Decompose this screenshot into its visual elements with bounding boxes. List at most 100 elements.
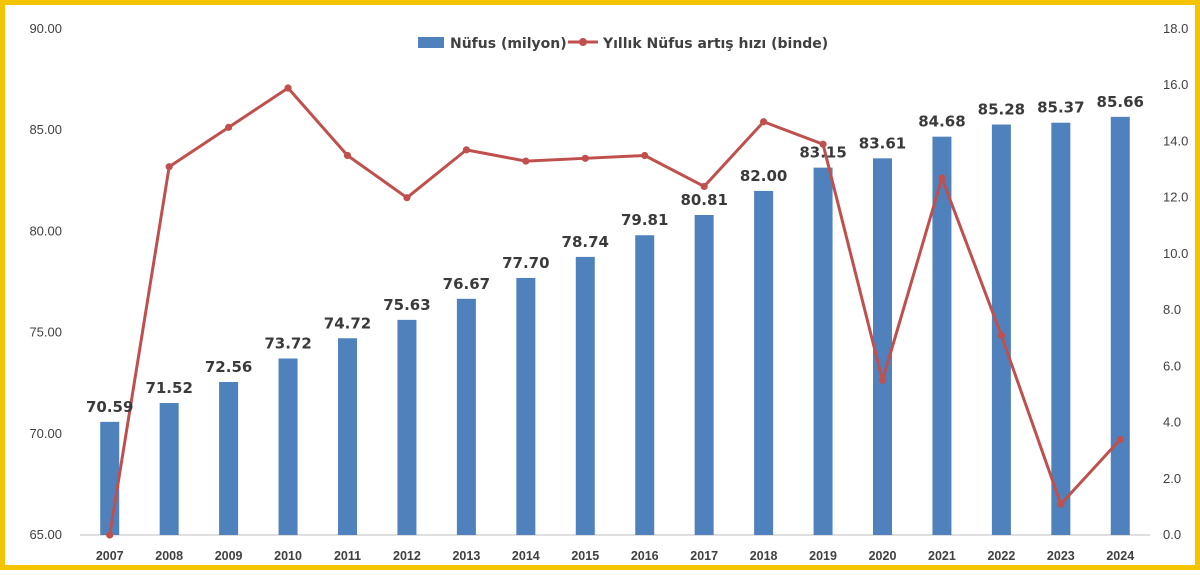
x-tick-label: 2010 [274, 549, 302, 563]
line-point [700, 182, 708, 191]
legend-bar-swatch [418, 37, 444, 48]
y-left-tick-label: 65.00 [29, 527, 62, 542]
bar [1110, 116, 1130, 535]
bar [338, 338, 357, 535]
x-tick-label: 2022 [987, 549, 1015, 563]
y-right-tick-label: 4.0 [1163, 415, 1181, 430]
bar [100, 421, 120, 535]
line-point [106, 531, 114, 539]
bar-data-label: 73.72 [264, 335, 311, 353]
line-point [462, 146, 470, 154]
line-point [165, 163, 173, 171]
line-point [760, 118, 768, 126]
x-tick-label: 2009 [215, 549, 243, 563]
x-tick-label: 2020 [869, 549, 897, 563]
x-tick-label: 2013 [452, 549, 480, 563]
bar-data-label: 75.63 [383, 296, 430, 314]
bar-data-label: 71.52 [145, 379, 192, 397]
x-tick-label: 2014 [512, 549, 540, 563]
bar-data-label: 85.66 [1097, 93, 1144, 111]
bar-data-label: 82.00 [740, 167, 787, 185]
bar [694, 215, 714, 535]
x-tick-label: 2011 [334, 549, 361, 563]
legend-label-bars: Nüfus (milyon) [450, 36, 567, 52]
axes: 65.00 70.00 75.00 80.00 85.00 90.00 0.0 2.0 4.0 6… [29, 21, 1188, 563]
line-point [1116, 435, 1124, 444]
y-right-tick-label: 16.0 [1163, 77, 1188, 92]
x-tick-label: 2017 [690, 549, 718, 563]
x-tick-label: 2023 [1047, 549, 1075, 563]
bar-data-label: 78.74 [562, 233, 609, 251]
bar-data-label: 77.70 [502, 254, 549, 272]
x-tick-label: 2008 [155, 549, 183, 563]
line-point [641, 151, 649, 160]
bar [754, 190, 774, 536]
line-point [581, 154, 589, 162]
bar-data-label: 74.72 [324, 314, 371, 332]
line-point [878, 376, 887, 384]
bar-series [100, 116, 1130, 536]
x-tick-label: 2021 [928, 549, 956, 563]
line-point [997, 331, 1005, 340]
bar [219, 381, 239, 535]
line-point [819, 140, 827, 148]
bar [516, 277, 536, 535]
y-left-tick-label: 70.00 [29, 426, 62, 441]
bar-data-label: 80.81 [680, 191, 727, 209]
bar [873, 158, 892, 535]
y-right-tick-label: 6.0 [1163, 358, 1181, 373]
y-right-tick-label: 10.0 [1163, 246, 1188, 261]
x-tick-label: 2019 [809, 549, 837, 563]
bar [932, 136, 952, 535]
line-point [225, 123, 233, 131]
line-point [284, 84, 292, 92]
legend: Nüfus (milyon) Yıllık Nüfus artış hızı (… [418, 36, 828, 52]
x-tick-label: 2007 [96, 549, 124, 563]
line-path [108, 86, 1122, 536]
y-right-tick-label: 14.0 [1163, 133, 1188, 148]
bar-data-label: 83.15 [799, 144, 846, 162]
bar [456, 298, 476, 535]
bar [991, 124, 1011, 535]
x-tick-label: 2015 [571, 549, 599, 563]
y-right-tick-label: 2.0 [1163, 471, 1181, 486]
y-left-tick-label: 85.00 [29, 122, 62, 137]
y-right-tick-label: 8.0 [1163, 302, 1181, 317]
y-left-tick-label: 90.00 [29, 21, 62, 36]
x-tick-label: 2012 [393, 549, 421, 563]
bar-data-label: 79.81 [621, 211, 668, 229]
bar [813, 167, 833, 536]
bar-data-label: 83.61 [859, 134, 906, 152]
bar-data-label: 76.67 [443, 275, 490, 293]
legend-label-line: Yıllık Nüfus artış hızı (binde) [602, 36, 828, 52]
y-left-tick-label: 75.00 [29, 325, 62, 340]
chart-canvas: Nüfus (milyon) Yıllık Nüfus artış hızı (… [29, 21, 1188, 563]
bar-data-label: 85.28 [978, 101, 1025, 119]
line-point [343, 151, 352, 160]
x-tick-label: 2024 [1106, 549, 1134, 563]
x-tick-label: 2016 [631, 549, 659, 563]
line-point [522, 157, 530, 165]
bar [575, 256, 595, 535]
bar-data-label: 70.59 [86, 398, 133, 416]
data-labels: 70.59 71.52 72.56 73.72 74.72 75.63 76.67 77.70… [86, 93, 1144, 416]
legend-line-marker [579, 38, 587, 46]
bar [278, 358, 298, 535]
line-point [938, 174, 946, 182]
bar [397, 319, 417, 535]
bar [1051, 122, 1071, 536]
bar [635, 235, 655, 535]
bar-data-label: 84.68 [918, 113, 965, 131]
y-right-tick-label: 0.0 [1163, 527, 1181, 542]
line-point [1057, 500, 1065, 508]
bar-data-label: 85.37 [1037, 99, 1084, 117]
y-right-tick-label: 18.0 [1163, 21, 1188, 36]
y-right-tick-label: 12.0 [1163, 190, 1188, 205]
y-left-tick-label: 80.00 [29, 223, 62, 238]
line-series [106, 84, 1124, 539]
bar [159, 403, 179, 535]
x-tick-label: 2018 [750, 549, 778, 563]
bar-data-label: 72.56 [205, 358, 252, 376]
line-point [403, 194, 411, 202]
